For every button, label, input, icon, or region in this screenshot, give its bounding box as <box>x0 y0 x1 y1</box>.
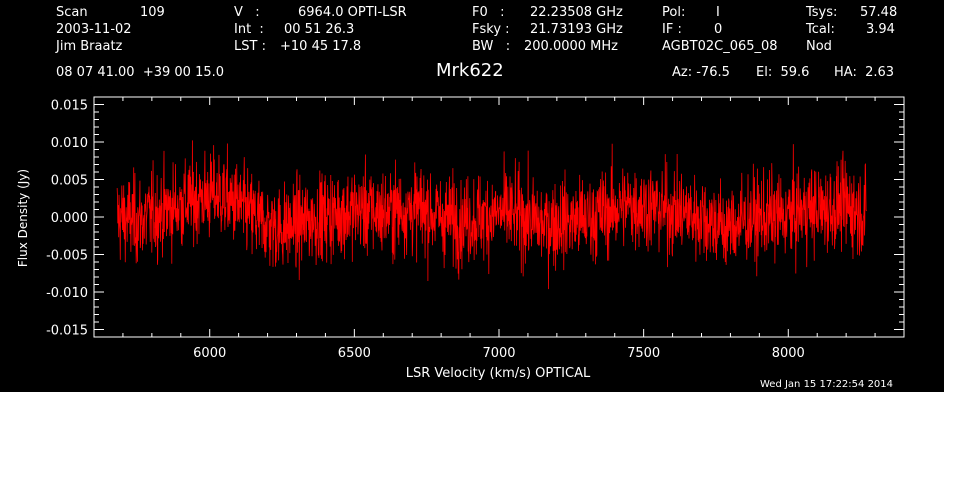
spectrum-trace-layer <box>116 140 867 290</box>
y-axis-label: Flux Density (Jy) <box>16 169 30 267</box>
if-value: 0 <box>714 22 723 37</box>
bw-value: 200.0000 MHz <box>524 39 618 54</box>
lst-label: LST : <box>234 39 266 54</box>
scan-label: Scan <box>56 5 88 20</box>
plot-panel: Scan 109 2003-11-02 Jim Braatz V : 6964.… <box>0 0 944 392</box>
y-tick-label: -0.015 <box>46 324 88 339</box>
elevation: El: 59.6 <box>756 65 810 80</box>
x-tick-label: 8000 <box>772 346 805 361</box>
x-tick-label: 6000 <box>193 346 226 361</box>
x-tick-label: 7000 <box>482 346 515 361</box>
fsky-label: Fsky : <box>472 22 510 37</box>
obs-date: 2003-11-02 <box>56 22 132 37</box>
if-label: IF : <box>662 22 682 37</box>
chart-title: Mrk622 <box>436 60 504 81</box>
project-id: AGBT02C_065_08 <box>662 39 778 54</box>
v-value: 6964.0 OPTI-LSR <box>298 5 407 20</box>
y-tick-label: -0.010 <box>46 286 88 301</box>
y-tick-label: -0.005 <box>46 249 88 264</box>
scan-value: 109 <box>140 5 165 20</box>
x-axis-label: LSR Velocity (km/s) OPTICAL <box>406 366 591 381</box>
observer: Jim Braatz <box>56 39 123 54</box>
pol-label: Pol: <box>662 5 686 20</box>
axes-layer: 6000 6500 7000 7500 8000 -0.015 -0.010 -0.005 0.… <box>46 97 905 361</box>
int-label: Int : <box>234 22 264 37</box>
tsys-label: Tsys: <box>806 5 838 20</box>
fsky-value: 21.73193 GHz <box>530 22 623 37</box>
lst-value: +10 45 17.8 <box>280 39 362 54</box>
y-tick-label: 0.015 <box>51 99 88 114</box>
y-tick-label: 0.005 <box>51 174 88 189</box>
v-label: V : <box>234 5 260 20</box>
y-tick-label: 0.000 <box>51 211 88 226</box>
tsys-value: 57.48 <box>860 5 898 20</box>
azimuth: Az: -76.5 <box>672 65 730 80</box>
y-tick-label: 0.010 <box>51 136 88 151</box>
bw-label: BW : <box>472 39 511 54</box>
x-tick-label: 7500 <box>627 346 660 361</box>
hour-angle: HA: 2.63 <box>834 65 895 80</box>
tcal-value: 3.94 <box>866 22 895 37</box>
x-tick-label: 6500 <box>338 346 371 361</box>
tcal-label: Tcal: <box>806 22 835 37</box>
coordinates: 08 07 41.00 +39 00 15.0 <box>56 65 225 80</box>
pol-value: I <box>716 5 720 20</box>
f0-label: F0 : <box>472 5 505 20</box>
footer-timestamp: Wed Jan 15 17:22:54 2014 <box>760 379 894 390</box>
f0-value: 22.23508 GHz <box>530 5 623 20</box>
int-value: 00 51 26.3 <box>284 22 355 37</box>
obs-mode: Nod <box>806 39 832 54</box>
spectrum-chart: 6000 6500 7000 7500 8000 -0.015 -0.010 -0.005 0.… <box>16 96 905 381</box>
spectrum-trace <box>116 140 867 290</box>
